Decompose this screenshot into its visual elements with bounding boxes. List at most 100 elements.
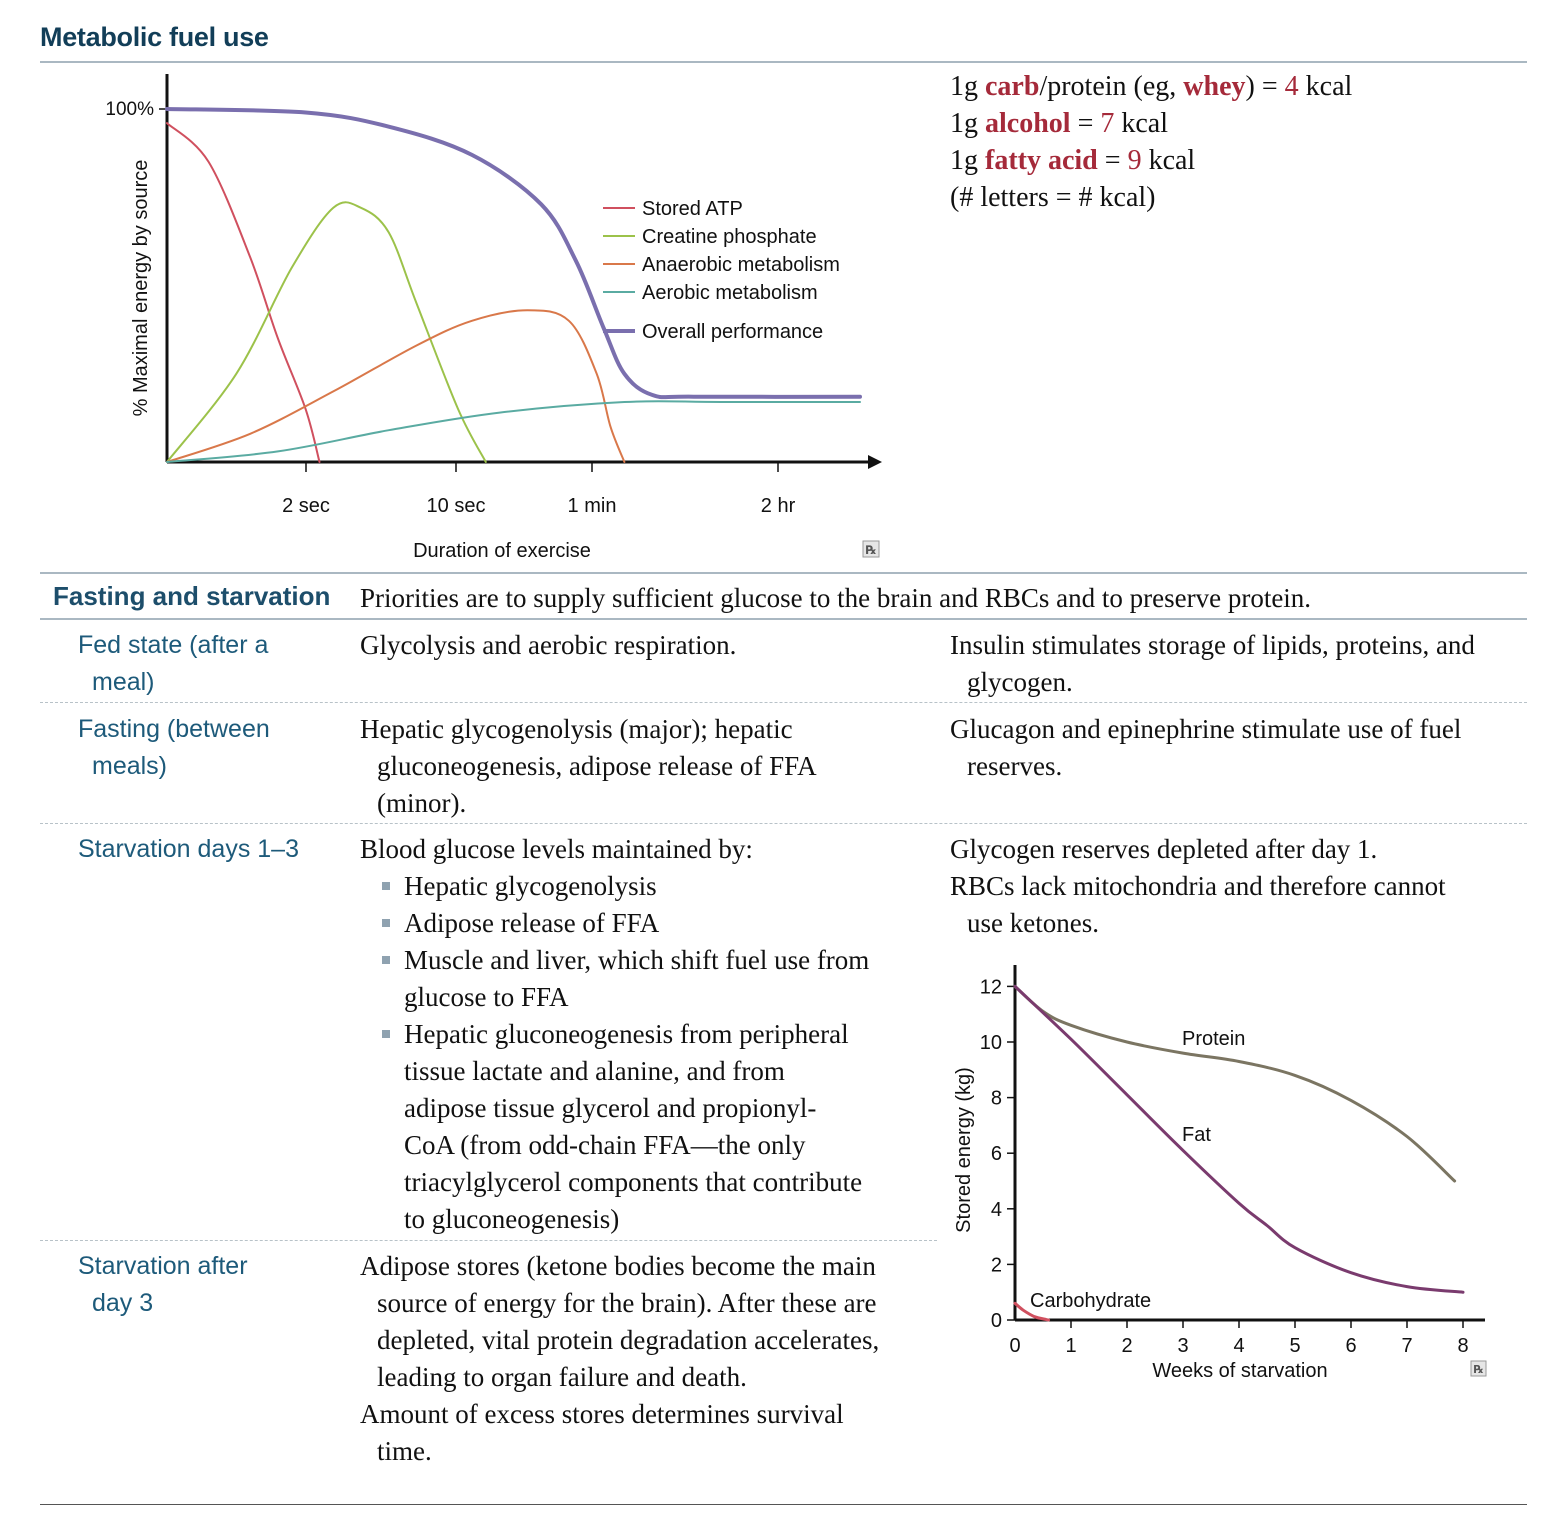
title-rule bbox=[40, 61, 1527, 63]
kcal-text: 1g bbox=[950, 145, 985, 176]
row-divider bbox=[40, 823, 1527, 824]
prescription-rx-icon: ℞ bbox=[1470, 1360, 1487, 1377]
section-summary: Priorities are to supply sufficient gluc… bbox=[360, 583, 1312, 613]
text-line: time. bbox=[377, 1436, 432, 1466]
rx-icon-glyph: ℞ bbox=[866, 543, 877, 557]
kcal-line-fatty-acid: 1g fatty acid = 9 kcal bbox=[950, 142, 1352, 179]
series-line bbox=[166, 400, 861, 463]
bullet-item: Muscle and liver, which shift fuel use f… bbox=[360, 942, 920, 1016]
text-line: tissue lactate and alanine, and from bbox=[404, 1056, 785, 1086]
y-tick-label: 4 bbox=[991, 1199, 1002, 1221]
series-line bbox=[165, 107, 862, 400]
kcal-highlight-alcohol: alcohol bbox=[985, 108, 1071, 139]
section-top-rule bbox=[40, 572, 1527, 574]
kcal-number: 4 bbox=[1284, 71, 1299, 102]
kcal-number: 9 bbox=[1127, 145, 1142, 176]
row-divider bbox=[40, 1240, 937, 1241]
text-line: reserves. bbox=[967, 751, 1063, 781]
x-axis-label: Duration of exercise bbox=[413, 540, 591, 562]
row-fed-col3: Insulin stimulates storage of lipids, pr… bbox=[950, 627, 1475, 701]
kcal-text: 1g bbox=[950, 108, 985, 139]
series-label-protein: Protein bbox=[1182, 1028, 1245, 1050]
x-tick-label: 2 hr bbox=[761, 495, 796, 517]
text-line: leading to organ failure and death. bbox=[377, 1362, 747, 1392]
kcal-text: kcal bbox=[1114, 108, 1168, 139]
text-line: glycogen. bbox=[967, 667, 1073, 697]
kcal-number: 7 bbox=[1100, 108, 1115, 139]
series-line bbox=[166, 201, 487, 463]
text-line: Muscle and liver, which shift fuel use f… bbox=[404, 945, 870, 975]
x-axis-arrow bbox=[868, 455, 882, 469]
x-tick-label: 10 sec bbox=[427, 495, 486, 517]
legend-label: Creatine phosphate bbox=[642, 226, 817, 248]
text-line: (minor). bbox=[377, 788, 467, 818]
text-line: triacylglycerol components that contribu… bbox=[404, 1167, 863, 1197]
text-line: Amount of excess stores determines survi… bbox=[360, 1399, 844, 1429]
exercise-energy-chart: 100% 2 sec 10 sec 1 min 2 hr Duration of exer… bbox=[105, 74, 882, 562]
text-line: to gluconeogenesis) bbox=[404, 1204, 620, 1234]
text-line: Adipose release of FFA bbox=[404, 908, 660, 938]
text-line: RBCs lack mitochondria and therefore can… bbox=[950, 871, 1446, 901]
series-line bbox=[1013, 984, 1465, 1294]
legend-label: Aerobic metabolism bbox=[642, 282, 818, 304]
prescription-rx-icon: ℞ bbox=[862, 540, 880, 558]
y-tick-label: 12 bbox=[980, 976, 1002, 998]
text-line: Glucagon and epinephrine stimulate use o… bbox=[950, 714, 1462, 744]
text-line: Glycogen reserves depleted after day 1. bbox=[950, 834, 1378, 864]
legend-label: Anaerobic metabolism bbox=[642, 254, 840, 276]
row-divider bbox=[40, 702, 1527, 703]
y-tick-label: 6 bbox=[991, 1143, 1002, 1165]
kcal-text: = bbox=[1070, 108, 1101, 139]
x-tick-label: 1 min bbox=[568, 495, 617, 517]
row-head-fed-state: Fed state (after a meal) bbox=[78, 627, 268, 701]
text-line: Glycolysis and aerobic respiration. bbox=[360, 630, 737, 660]
row-head-line: Fasting (between bbox=[78, 715, 270, 743]
row-head-line: meals) bbox=[92, 752, 168, 780]
row-fasting-col3: Glucagon and epinephrine stimulate use o… bbox=[950, 711, 1461, 785]
bullet-item: Adipose release of FFA bbox=[360, 905, 920, 942]
text-line: use ketones. bbox=[967, 908, 1099, 938]
kcal-highlight-fatty-acid: fatty acid bbox=[985, 145, 1098, 176]
text-line: gluconeogenesis, adipose release of FFA bbox=[377, 751, 817, 781]
text-line: CoA (from odd-chain FFA—the only bbox=[404, 1130, 806, 1160]
kcal-highlight-whey: whey bbox=[1183, 71, 1246, 102]
y-tick-label: 0 bbox=[991, 1310, 1002, 1332]
rx-icon-box bbox=[862, 540, 880, 558]
text-line: depleted, vital protein degradation acce… bbox=[377, 1325, 880, 1355]
row-head-line: Starvation after bbox=[78, 1252, 248, 1280]
kcal-text: /protein (eg, bbox=[1039, 71, 1184, 102]
legend-label: Stored ATP bbox=[642, 198, 743, 220]
kcal-text: ) = bbox=[1245, 71, 1285, 102]
row-starvation-1-3-col2: Blood glucose levels maintained by: Hepa… bbox=[360, 831, 920, 1238]
text-line: Hepatic gluconeogenesis from peripheral bbox=[404, 1019, 849, 1049]
kcal-line-carb: 1g carb/protein (eg, whey) = 4 kcal bbox=[950, 68, 1352, 105]
section-bottom-rule bbox=[40, 618, 1527, 620]
series-line bbox=[1013, 984, 1457, 1183]
bullet-item: Hepatic gluconeogenesis from peripheral t… bbox=[360, 1016, 920, 1238]
x-tick-label: 4 bbox=[1233, 1335, 1244, 1357]
series-label-carbohydrate: Carbohydrate bbox=[1030, 1290, 1151, 1312]
y-tick-label: 8 bbox=[991, 1088, 1002, 1110]
kcal-text: kcal bbox=[1298, 71, 1353, 102]
text-line: Hepatic glycogenolysis bbox=[404, 871, 657, 901]
x-tick-label: 8 bbox=[1457, 1335, 1468, 1357]
x-tick-label: 2 bbox=[1121, 1335, 1132, 1357]
x-tick-label: 6 bbox=[1345, 1335, 1356, 1357]
x-tick-label: 3 bbox=[1177, 1335, 1188, 1357]
y-axis-label: % Maximal energy by source bbox=[130, 160, 152, 417]
text-line: Hepatic glycogenolysis (major); hepatic bbox=[360, 714, 793, 744]
rx-icon-glyph: ℞ bbox=[1474, 1364, 1484, 1376]
row-head-line: meal) bbox=[92, 668, 155, 696]
series-line bbox=[1013, 1301, 1051, 1322]
row-head-line: Starvation days 1–3 bbox=[78, 835, 299, 863]
row-head-line: Fed state (after a bbox=[78, 631, 269, 659]
x-tick-label: 2 sec bbox=[282, 495, 330, 517]
kcal-text: kcal bbox=[1141, 145, 1196, 176]
kcal-line-alcohol: 1g alcohol = 7 kcal bbox=[950, 105, 1352, 142]
x-tick-label: 1 bbox=[1065, 1335, 1076, 1357]
row-head-starvation-after-3: Starvation after day 3 bbox=[78, 1248, 248, 1322]
page-title: Metabolic fuel use bbox=[40, 22, 269, 52]
row-head-line: day 3 bbox=[92, 1289, 154, 1317]
kcal-text: 1g bbox=[950, 71, 985, 102]
